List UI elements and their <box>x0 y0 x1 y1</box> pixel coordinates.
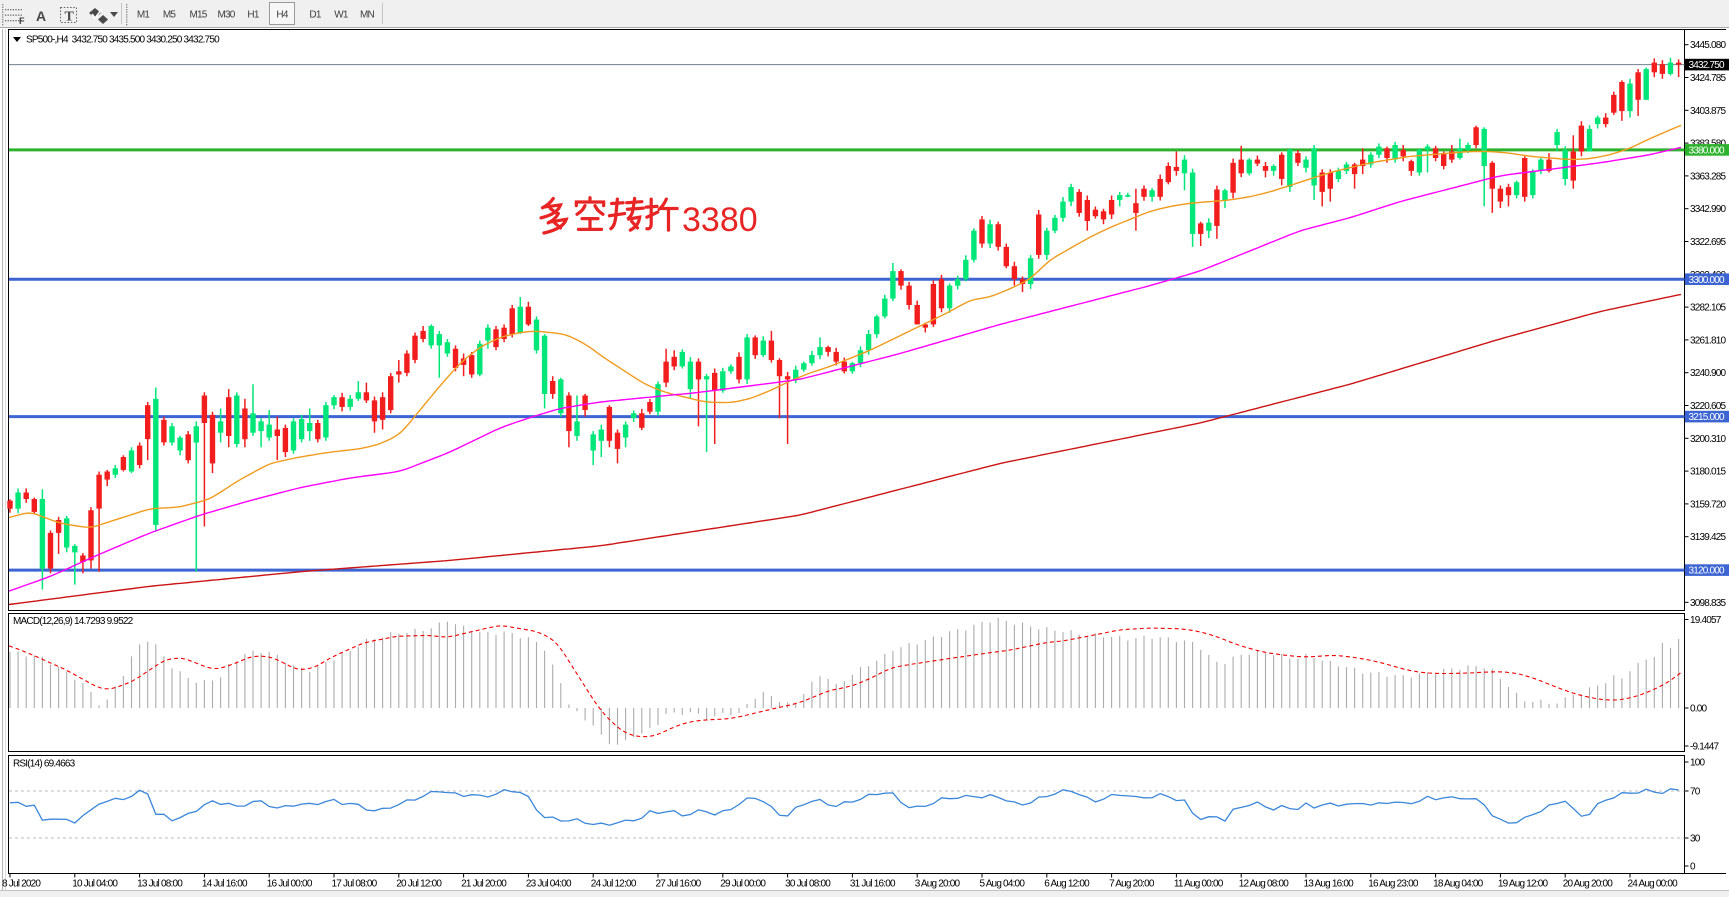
svg-text:16 Jul 00:00: 16 Jul 00:00 <box>267 879 313 890</box>
svg-text:3098.835: 3098.835 <box>1690 598 1727 609</box>
svg-text:3424.785: 3424.785 <box>1690 73 1727 84</box>
svg-text:3159.720: 3159.720 <box>1690 499 1727 510</box>
svg-text:-9.1447: -9.1447 <box>1690 742 1720 753</box>
svg-text:24 Jul 12:00: 24 Jul 12:00 <box>591 879 637 890</box>
svg-text:16 Aug 23:00: 16 Aug 23:00 <box>1368 879 1419 890</box>
svg-text:3120.000: 3120.000 <box>1689 566 1726 577</box>
svg-text:F: F <box>19 16 25 26</box>
svg-text:12 Aug 08:00: 12 Aug 08:00 <box>1239 879 1290 890</box>
svg-text:T: T <box>65 10 75 25</box>
svg-text:5 Aug 04:00: 5 Aug 04:00 <box>980 879 1026 890</box>
svg-text:SP500-,H4 3432.750 3435.500 3: SP500-,H4 3432.750 3435.500 3430.250 343… <box>26 35 220 46</box>
svg-text:70: 70 <box>1690 787 1701 798</box>
svg-text:3 Aug 20:00: 3 Aug 20:00 <box>915 879 961 890</box>
svg-text:7 Aug 20:00: 7 Aug 20:00 <box>1109 879 1155 890</box>
svg-text:24 Aug 00:00: 24 Aug 00:00 <box>1628 879 1679 890</box>
svg-text:11 Aug 00:00: 11 Aug 00:00 <box>1174 879 1224 890</box>
svg-text:MACD(12,26,9) 14.7293 9.9522: MACD(12,26,9) 14.7293 9.9522 <box>13 616 134 627</box>
svg-text:27 Jul 16:00: 27 Jul 16:00 <box>656 879 702 890</box>
svg-text:3445.080: 3445.080 <box>1690 40 1727 51</box>
svg-text:30: 30 <box>1690 834 1701 845</box>
svg-text:3380.000: 3380.000 <box>1689 145 1726 156</box>
svg-text:H1: H1 <box>247 10 259 21</box>
svg-text:3403.875: 3403.875 <box>1690 106 1727 117</box>
svg-text:10 Jul 04:00: 10 Jul 04:00 <box>72 879 118 890</box>
svg-text:21 Jul 20:00: 21 Jul 20:00 <box>461 879 507 890</box>
svg-text:30 Jul 08:00: 30 Jul 08:00 <box>785 879 831 890</box>
svg-text:20 Jul 12:00: 20 Jul 12:00 <box>396 879 442 890</box>
svg-text:M15: M15 <box>189 10 207 21</box>
svg-text:18 Aug 04:00: 18 Aug 04:00 <box>1433 879 1484 890</box>
svg-text:8 Jul 2020: 8 Jul 2020 <box>2 879 41 890</box>
svg-text:M30: M30 <box>217 10 235 21</box>
svg-text:19.4057: 19.4057 <box>1690 615 1722 626</box>
svg-text:W1: W1 <box>334 10 349 21</box>
svg-text:3220.605: 3220.605 <box>1690 401 1727 412</box>
svg-text:17 Jul 08:00: 17 Jul 08:00 <box>332 879 378 890</box>
svg-text:A: A <box>36 8 46 24</box>
svg-text:3363.285: 3363.285 <box>1690 171 1727 182</box>
svg-text:RSI(14) 69.4663: RSI(14) 69.4663 <box>13 759 76 770</box>
svg-text:3322.695: 3322.695 <box>1690 237 1727 248</box>
svg-text:M1: M1 <box>137 10 151 21</box>
svg-text:H4: H4 <box>276 10 288 21</box>
svg-text:3261.810: 3261.810 <box>1690 335 1727 346</box>
svg-text:23 Jul 04:00: 23 Jul 04:00 <box>526 879 572 890</box>
svg-text:MN: MN <box>360 10 375 21</box>
svg-text:3200.310: 3200.310 <box>1690 434 1727 445</box>
svg-text:3180.015: 3180.015 <box>1690 467 1727 478</box>
svg-text:3215.000: 3215.000 <box>1689 412 1726 423</box>
svg-text:3139.425: 3139.425 <box>1690 532 1727 543</box>
svg-text:D1: D1 <box>309 10 321 21</box>
svg-text:M5: M5 <box>163 10 177 21</box>
svg-text:13 Jul 08:00: 13 Jul 08:00 <box>137 879 183 890</box>
svg-text:3432.750: 3432.750 <box>1689 60 1726 71</box>
svg-text:19 Aug 12:00: 19 Aug 12:00 <box>1498 879 1549 890</box>
svg-text:3300.000: 3300.000 <box>1689 275 1726 286</box>
svg-text:29 Jul 00:00: 29 Jul 00:00 <box>720 879 766 890</box>
svg-text:3282.105: 3282.105 <box>1690 303 1727 314</box>
svg-text:20 Aug 20:00: 20 Aug 20:00 <box>1563 879 1614 890</box>
svg-text:31 Jul 16:00: 31 Jul 16:00 <box>850 879 896 890</box>
svg-text:0: 0 <box>1690 862 1696 873</box>
svg-text:3380: 3380 <box>682 201 758 239</box>
svg-text:0.00: 0.00 <box>1690 704 1708 715</box>
svg-text:14 Jul 16:00: 14 Jul 16:00 <box>202 879 248 890</box>
svg-text:6 Aug 12:00: 6 Aug 12:00 <box>1044 879 1090 890</box>
svg-text:3240.900: 3240.900 <box>1690 368 1727 379</box>
svg-text:13 Aug 16:00: 13 Aug 16:00 <box>1304 879 1355 890</box>
svg-text:100: 100 <box>1690 758 1706 769</box>
svg-text:3342.990: 3342.990 <box>1690 204 1727 215</box>
